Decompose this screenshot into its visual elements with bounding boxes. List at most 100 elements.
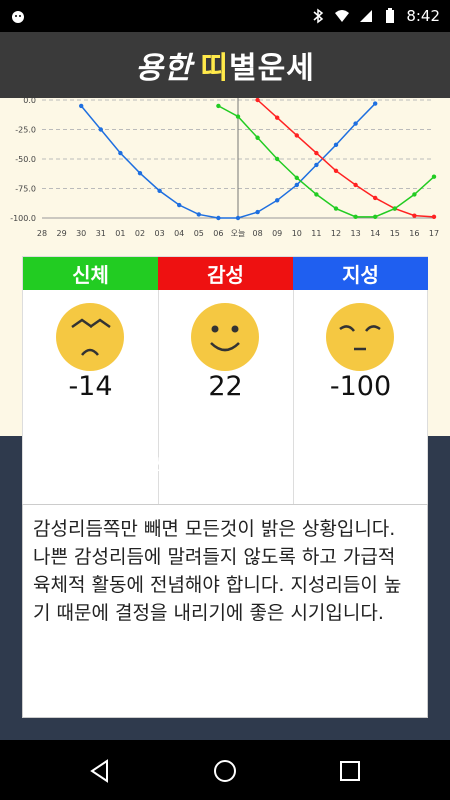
x-tick-label: 02 xyxy=(135,229,145,238)
data-point xyxy=(373,101,378,106)
card-divider xyxy=(293,290,294,509)
result-text-box: 감성리듬쪽만 빼면 모든것이 밝은 상황입니다. 나쁜 감성리듬에 말려들지 않… xyxy=(22,504,428,718)
data-point xyxy=(255,135,260,140)
data-point xyxy=(196,212,201,217)
series-line xyxy=(218,105,435,218)
data-point xyxy=(314,192,319,197)
data-point xyxy=(118,150,123,156)
x-tick-label: 13 xyxy=(351,229,361,238)
x-tick-label: 11 xyxy=(311,229,321,238)
data-point xyxy=(333,206,339,211)
card-physical-header: 신체 xyxy=(23,257,158,290)
data-point xyxy=(79,103,84,109)
data-point xyxy=(314,150,319,156)
y-tick-label: -25.0 xyxy=(15,126,36,135)
data-point xyxy=(275,156,280,162)
data-point xyxy=(294,175,299,181)
data-point xyxy=(157,188,162,194)
recents-icon[interactable] xyxy=(337,758,363,784)
card-physical-value: -14 xyxy=(68,371,113,402)
data-point xyxy=(412,192,417,197)
card-emotional: 감성 22 xyxy=(158,257,293,509)
data-point xyxy=(373,195,378,201)
back-icon[interactable] xyxy=(87,758,113,784)
data-point xyxy=(216,103,221,109)
x-tick-label: 01 xyxy=(115,229,125,238)
status-time: 8:42 xyxy=(406,7,440,25)
x-tick-label: 08 xyxy=(253,229,263,238)
app-title-rest: 별운세 xyxy=(229,51,315,86)
data-point xyxy=(373,214,378,220)
app-bar: 용한 띠별운세 xyxy=(0,32,450,98)
x-tick-label: 17 xyxy=(429,229,439,238)
data-point xyxy=(235,215,241,221)
y-tick-label: -50.0 xyxy=(15,155,36,164)
x-tick-label: 28 xyxy=(37,229,47,238)
card-emotional-header: 감성 xyxy=(158,257,293,290)
navigation-bar xyxy=(0,740,450,800)
card-intellectual-value: -100 xyxy=(329,371,392,402)
x-tick-label: 10 xyxy=(292,229,302,238)
app-title: 용한 띠별운세 xyxy=(135,43,315,87)
data-point xyxy=(353,182,358,188)
result-header[interactable]: 바이오리듬 분석결과 xyxy=(0,436,450,496)
x-tick-label: 29 xyxy=(57,229,67,238)
data-point xyxy=(392,206,397,211)
x-tick-label: 05 xyxy=(194,229,204,238)
android-icon xyxy=(12,11,24,23)
y-tick-label: 0.0 xyxy=(23,98,36,105)
x-tick-label: 06 xyxy=(213,229,223,238)
app-title-brand: 용한 xyxy=(135,51,193,86)
biorhythm-panel: 0.0 -25.0 -50.0 -75.0 -100.0 28 29 30 31 01 02 03 04… xyxy=(0,98,450,509)
y-tick-label: -75.0 xyxy=(15,185,36,194)
x-tick-label: 30 xyxy=(76,229,86,238)
bluetooth-icon xyxy=(313,8,324,24)
result-text: 감성리듬쪽만 빼면 모든것이 밝은 상황입니다. 나쁜 감성리듬에 말려들지 않… xyxy=(33,518,402,624)
data-point xyxy=(137,170,143,176)
x-tick-label: 31 xyxy=(96,229,106,238)
card-divider xyxy=(158,290,159,509)
battery-icon xyxy=(386,8,395,23)
neutral-face-icon xyxy=(326,303,394,371)
data-point xyxy=(431,214,437,220)
sad-face-icon xyxy=(56,303,124,371)
data-point xyxy=(216,215,221,221)
data-point xyxy=(255,209,260,215)
data-point xyxy=(353,121,358,126)
data-point xyxy=(235,114,241,119)
data-point xyxy=(98,127,104,132)
data-point xyxy=(333,168,339,173)
card-emotional-value: 22 xyxy=(208,371,243,402)
data-point xyxy=(275,115,280,120)
data-point xyxy=(314,162,319,168)
data-point xyxy=(177,202,182,208)
data-point xyxy=(275,198,280,203)
result-heading: 바이오리듬 분석결과 xyxy=(24,456,214,481)
x-tick-label: 04 xyxy=(174,229,184,238)
x-tick-label: 오늘 xyxy=(231,229,246,238)
x-tick-label: 15 xyxy=(390,229,400,238)
data-point xyxy=(431,174,437,179)
card-physical: 신체 -14 xyxy=(23,257,158,509)
home-icon[interactable] xyxy=(212,758,238,784)
x-tick-label: 09 xyxy=(272,229,282,238)
data-point xyxy=(333,142,339,148)
card-intellectual: 지성 -100 xyxy=(293,257,428,509)
signal-icon xyxy=(360,10,373,22)
series-line xyxy=(80,103,376,219)
biorhythm-cards: 신체 -14 감성 22 지성 xyxy=(22,256,428,509)
data-point xyxy=(353,214,358,220)
x-tick-label: 12 xyxy=(331,229,341,238)
x-tick-label: 16 xyxy=(409,229,419,238)
series-line xyxy=(257,99,435,218)
x-tick-label: 03 xyxy=(155,229,165,238)
data-point xyxy=(255,98,260,103)
data-point xyxy=(294,133,299,138)
y-tick-label: -100.0 xyxy=(10,214,36,223)
wifi-icon xyxy=(335,10,350,22)
biorhythm-chart[interactable]: 0.0 -25.0 -50.0 -75.0 -100.028 29 30 31 01 02 03 04… xyxy=(0,98,450,246)
card-intellectual-header: 지성 xyxy=(293,257,428,290)
x-tick-label: 14 xyxy=(370,229,380,238)
chevron-down-icon[interactable] xyxy=(241,460,264,472)
data-point xyxy=(412,213,417,218)
